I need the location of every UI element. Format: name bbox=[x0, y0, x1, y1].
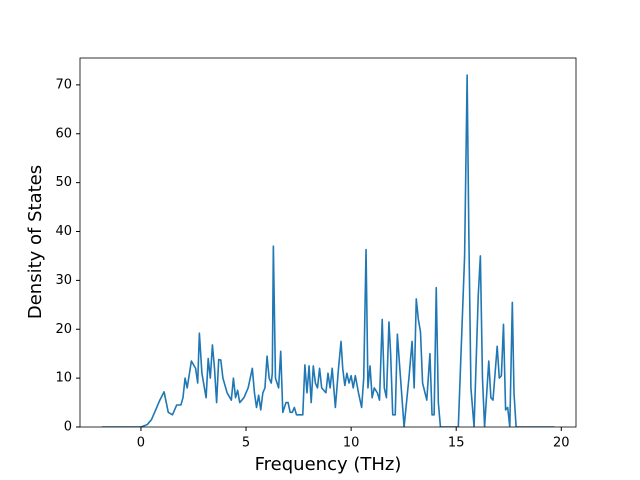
x-tick-label: 10 bbox=[343, 436, 360, 451]
y-tick-label: 20 bbox=[55, 322, 72, 337]
x-tick-label: 0 bbox=[137, 436, 145, 451]
y-tick-label: 30 bbox=[55, 273, 72, 288]
x-tick-label: 20 bbox=[553, 436, 570, 451]
y-tick-label: 40 bbox=[55, 224, 72, 239]
x-axis-label: Frequency (THz) bbox=[255, 454, 402, 475]
data-line bbox=[101, 74, 555, 427]
y-tick-label: 60 bbox=[55, 126, 72, 141]
plot-frame bbox=[79, 57, 577, 428]
y-tick-label: 0 bbox=[64, 420, 72, 435]
y-axis-label: Density of States bbox=[25, 165, 46, 319]
x-tick-label: 5 bbox=[242, 436, 250, 451]
y-tick-label: 50 bbox=[55, 175, 72, 190]
y-tick-label: 70 bbox=[55, 77, 72, 92]
x-tick-label: 15 bbox=[448, 436, 465, 451]
y-tick-label: 10 bbox=[55, 371, 72, 386]
